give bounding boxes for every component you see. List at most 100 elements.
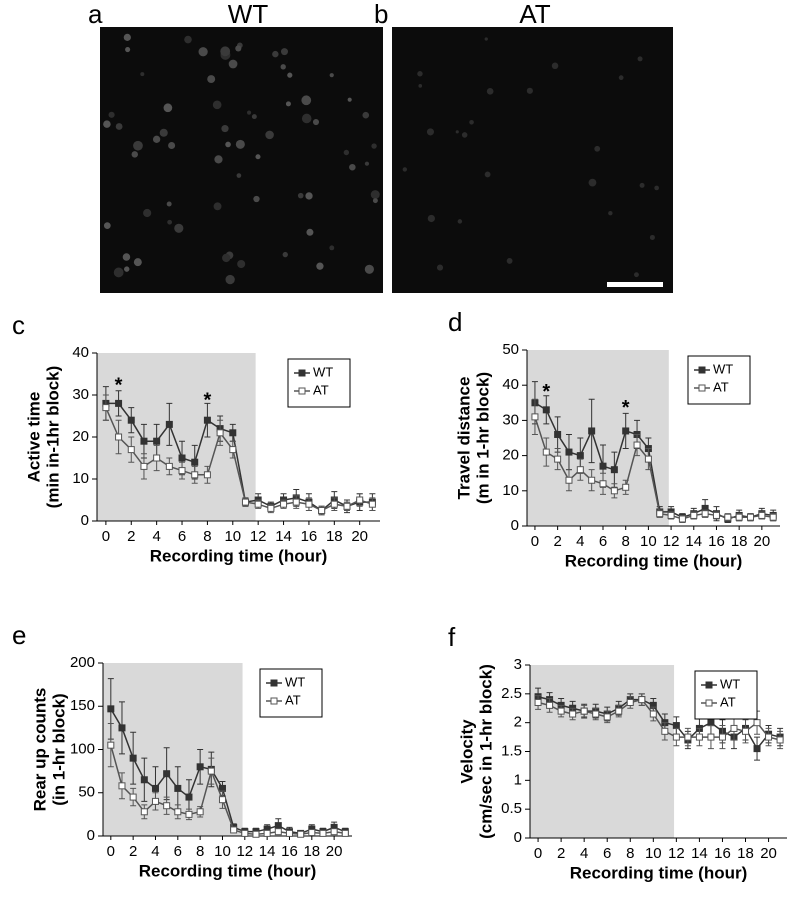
cell bbox=[125, 46, 131, 53]
y-axis-label: Travel distance bbox=[454, 377, 473, 500]
cell bbox=[133, 140, 143, 151]
annotation: * bbox=[204, 389, 212, 411]
cell bbox=[654, 185, 659, 191]
y-tick-label: 0 bbox=[511, 517, 519, 534]
data-point bbox=[185, 810, 193, 818]
data-point bbox=[107, 741, 115, 749]
x-tick-label: 14 bbox=[259, 843, 276, 860]
data-point bbox=[185, 793, 193, 801]
x-tick-label: 14 bbox=[685, 533, 702, 550]
cell bbox=[225, 274, 235, 285]
legend-label: WT bbox=[713, 361, 733, 376]
cell bbox=[143, 208, 152, 218]
cell bbox=[637, 56, 643, 62]
data-point bbox=[229, 429, 237, 437]
y-axis-label: Velocity bbox=[457, 719, 476, 784]
data-point bbox=[667, 511, 675, 519]
data-point bbox=[534, 698, 542, 706]
cell bbox=[255, 154, 261, 160]
data-point bbox=[196, 763, 204, 771]
cell bbox=[163, 103, 173, 113]
data-point bbox=[531, 413, 539, 421]
data-point bbox=[178, 454, 186, 462]
cell bbox=[618, 75, 624, 81]
cell bbox=[427, 214, 435, 223]
cell bbox=[649, 234, 655, 241]
cell bbox=[212, 100, 222, 110]
cell bbox=[184, 35, 192, 44]
legend-marker bbox=[698, 366, 706, 374]
x-tick-label: 6 bbox=[174, 843, 182, 860]
legend-label: AT bbox=[720, 694, 736, 709]
y-axis-label: (min in-1hr block) bbox=[43, 366, 62, 509]
data-point bbox=[747, 513, 755, 521]
panel-label: f bbox=[448, 622, 456, 652]
y-tick-label: 0 bbox=[514, 829, 522, 846]
cell bbox=[152, 135, 161, 143]
y-tick-label: 50 bbox=[502, 341, 519, 358]
x-tick-label: 12 bbox=[668, 845, 685, 862]
data-point bbox=[554, 455, 562, 463]
cell bbox=[455, 130, 459, 134]
data-point bbox=[565, 448, 573, 456]
cell bbox=[168, 141, 176, 149]
data-point bbox=[115, 433, 123, 441]
data-point bbox=[241, 829, 249, 837]
y-tick-label: 50 bbox=[78, 784, 95, 801]
cell bbox=[469, 119, 474, 125]
cell bbox=[222, 253, 231, 263]
legend-marker bbox=[298, 387, 306, 395]
data-point bbox=[343, 502, 351, 510]
x-tick-label: 20 bbox=[326, 843, 343, 860]
cell bbox=[280, 48, 288, 56]
y-tick-label: 40 bbox=[72, 344, 89, 361]
data-point bbox=[218, 796, 226, 804]
data-point bbox=[599, 480, 607, 488]
data-point bbox=[191, 458, 199, 466]
x-tick-label: 4 bbox=[152, 528, 160, 545]
y-tick-label: 10 bbox=[502, 482, 519, 499]
data-point bbox=[115, 399, 123, 407]
data-point bbox=[776, 736, 784, 744]
cell bbox=[349, 163, 356, 171]
data-point bbox=[102, 404, 110, 412]
data-point bbox=[690, 511, 698, 519]
y-axis-label: Rear up counts bbox=[30, 688, 49, 812]
cell bbox=[159, 128, 168, 137]
y-axis-label: (m in 1-hr block) bbox=[473, 372, 492, 504]
cell bbox=[133, 258, 142, 267]
data-point bbox=[129, 754, 137, 762]
data-point bbox=[557, 707, 565, 715]
cell bbox=[343, 149, 350, 156]
cell bbox=[272, 50, 279, 58]
data-point bbox=[140, 808, 148, 816]
y-tick-label: 0.5 bbox=[501, 800, 522, 817]
data-point bbox=[678, 515, 686, 523]
cell bbox=[131, 151, 139, 158]
legend-box bbox=[287, 358, 351, 408]
data-point bbox=[724, 513, 732, 521]
legend-label: AT bbox=[313, 382, 329, 397]
data-point bbox=[542, 406, 550, 414]
cell bbox=[115, 123, 123, 130]
data-point bbox=[165, 420, 173, 428]
cell bbox=[461, 132, 468, 138]
data-point bbox=[263, 829, 271, 837]
y-tick-label: 30 bbox=[72, 386, 89, 403]
image-title: WT bbox=[228, 0, 269, 29]
x-tick-label: 20 bbox=[351, 528, 368, 545]
scale-bar bbox=[607, 282, 663, 287]
data-point bbox=[285, 829, 293, 837]
data-point bbox=[588, 476, 596, 484]
data-point bbox=[151, 784, 159, 792]
x-tick-label: 18 bbox=[326, 528, 343, 545]
y-tick-label: 1 bbox=[514, 771, 522, 788]
data-point bbox=[712, 511, 720, 519]
cell bbox=[265, 130, 274, 140]
series-line bbox=[534, 416, 774, 520]
data-point bbox=[280, 500, 288, 508]
cell bbox=[235, 45, 242, 52]
y-axis-label: (in 1-hr block) bbox=[49, 693, 68, 805]
data-point bbox=[638, 696, 646, 704]
data-point bbox=[254, 500, 262, 508]
